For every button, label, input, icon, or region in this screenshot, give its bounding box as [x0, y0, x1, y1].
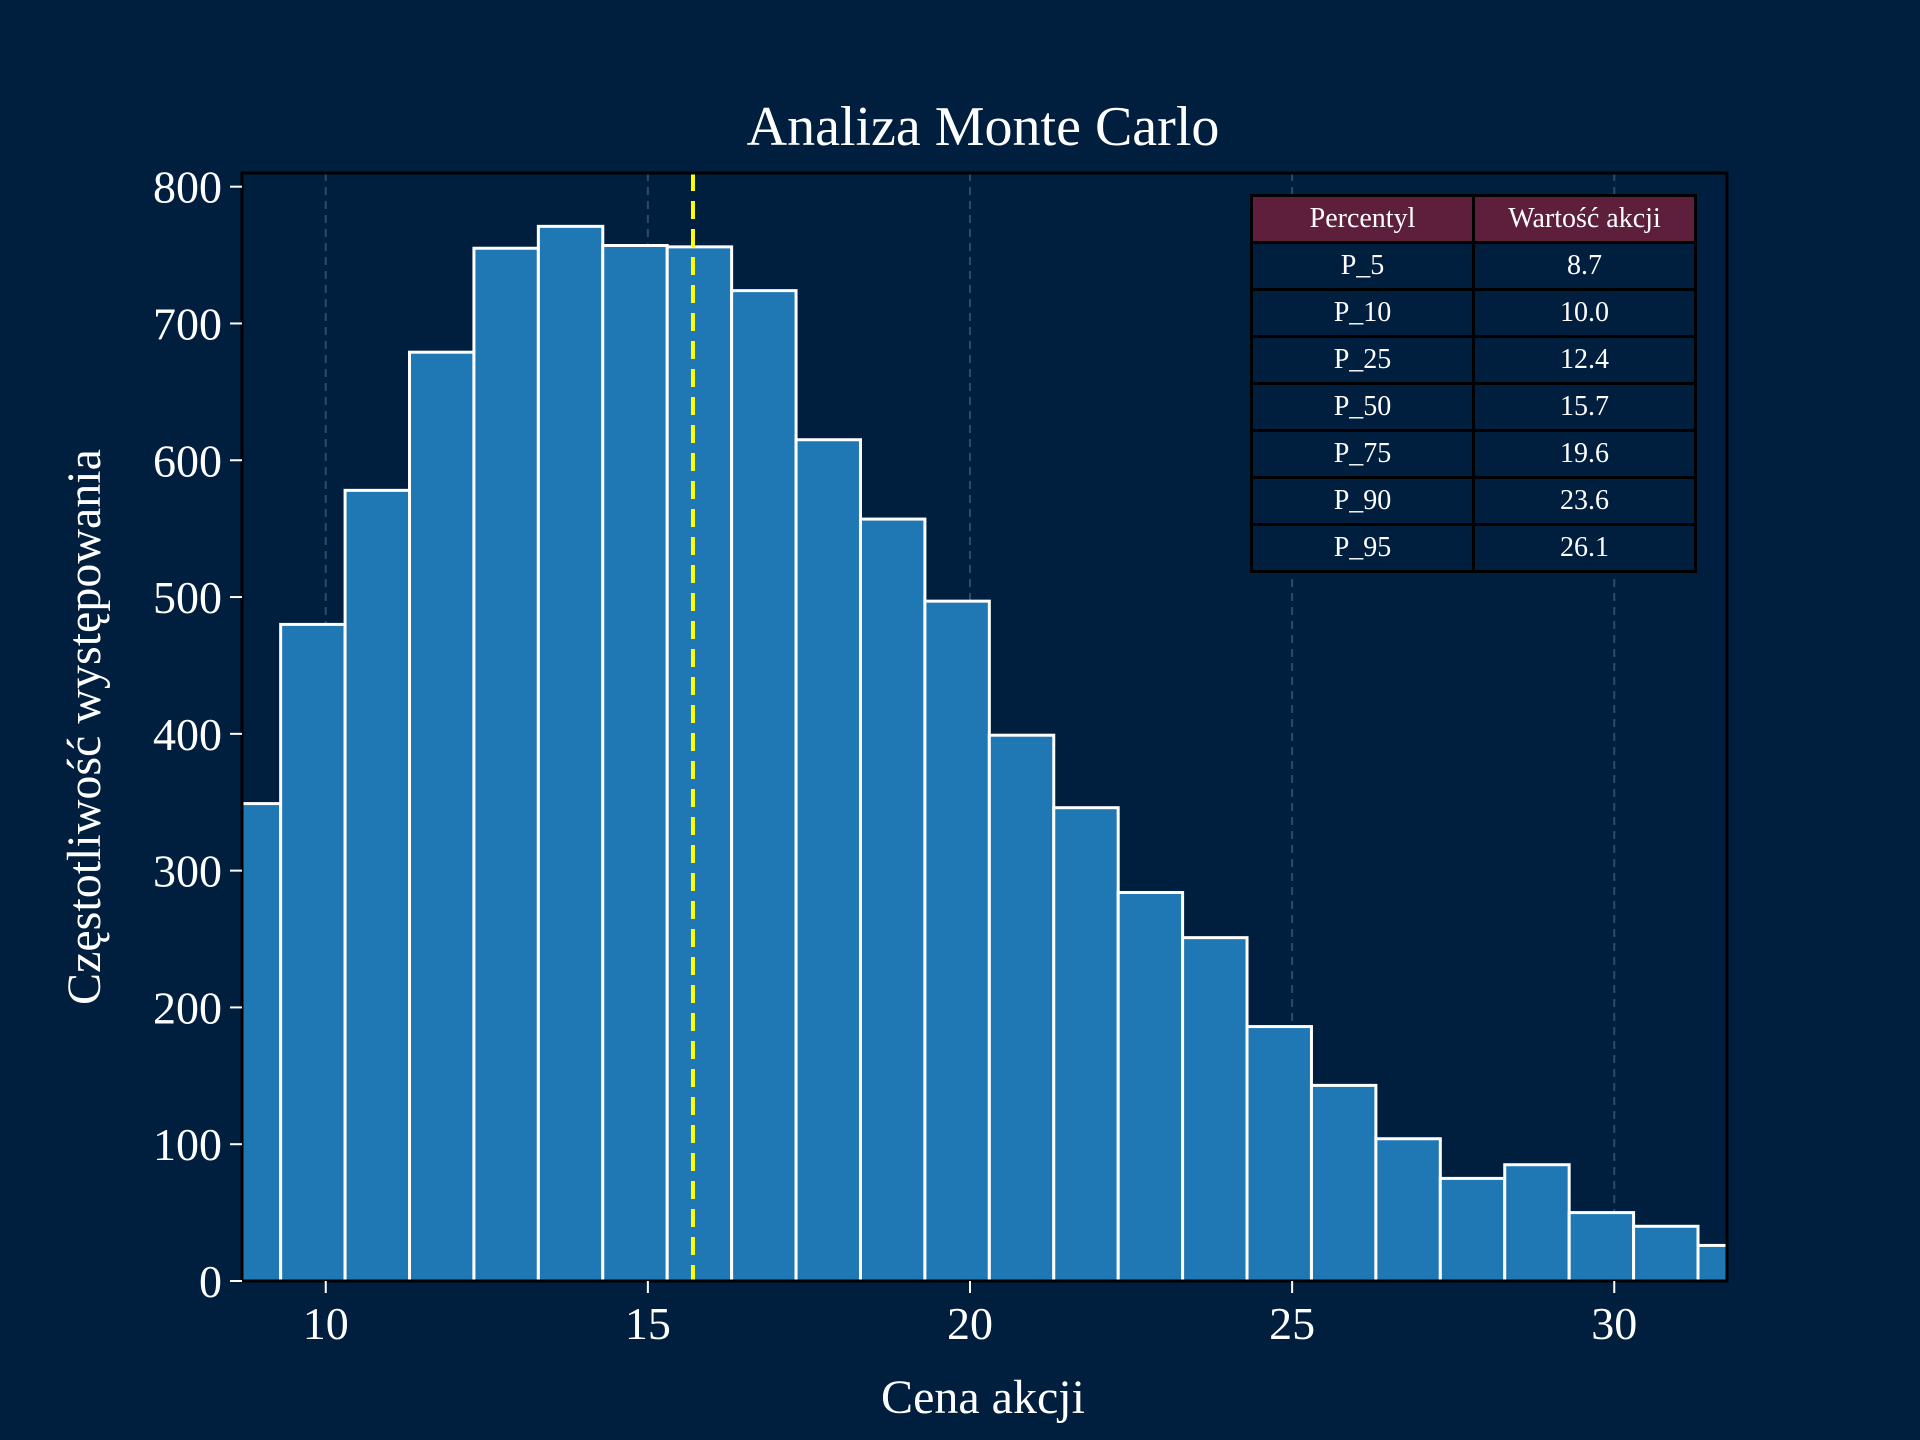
y-tick-label: 400 [153, 709, 222, 760]
x-tick-label: 30 [1591, 1298, 1637, 1349]
histogram-bar [472, 246, 540, 1281]
histogram-bar [987, 733, 1056, 1281]
histogram-bars [242, 224, 1727, 1281]
histogram-bar [1503, 1163, 1571, 1281]
histogram-bar [279, 622, 347, 1281]
histogram-bar [242, 802, 283, 1281]
percentile-value: 15.7 [1472, 382, 1697, 432]
y-tick-label: 500 [153, 572, 222, 623]
percentile-value: 10.0 [1472, 288, 1697, 338]
histogram-bar [923, 599, 991, 1281]
y-tick-label: 800 [153, 162, 222, 213]
x-tick-label: 20 [947, 1298, 993, 1349]
histogram-bar [1438, 1176, 1507, 1281]
histogram-bar [1696, 1243, 1727, 1281]
histogram-bar [601, 243, 669, 1281]
percentile-label: P_75 [1250, 429, 1475, 479]
histogram-bar [1567, 1211, 1636, 1281]
percentile-row: P_90 23.6 [1250, 476, 1697, 526]
histogram-bar [536, 224, 605, 1281]
header-percentile: Percentyl [1250, 194, 1475, 244]
histogram-bar [408, 350, 476, 1281]
percentile-value: 19.6 [1472, 429, 1697, 479]
histogram-bar [343, 488, 412, 1281]
percentile-label: P_90 [1250, 476, 1475, 526]
x-tick-label: 15 [625, 1298, 671, 1349]
percentile-label: P_50 [1250, 382, 1475, 432]
histogram-bar [794, 438, 862, 1281]
y-tick-label: 700 [153, 298, 222, 349]
x-tick-label: 25 [1269, 1298, 1315, 1349]
chart-title: Analiza Monte Carlo [747, 96, 1220, 158]
percentile-row: P_25 12.4 [1250, 335, 1697, 385]
histogram-bar [1116, 891, 1185, 1281]
percentile-row: P_10 10.0 [1250, 288, 1697, 338]
x-tick-label: 10 [303, 1298, 349, 1349]
percentile-value: 12.4 [1472, 335, 1697, 385]
plot-frame [240, 171, 1729, 1283]
y-tick-label: 200 [153, 982, 222, 1033]
header-share-value: Wartość akcji [1472, 194, 1697, 244]
histogram-bar [1309, 1083, 1378, 1281]
histogram-bar [1245, 1025, 1313, 1281]
y-tick-label: 100 [153, 1119, 222, 1170]
percentile-label: P_5 [1250, 241, 1475, 291]
y-axis-label: Częstotliwość występowania [58, 449, 111, 1005]
percentile-label: P_95 [1250, 523, 1475, 573]
percentile-row: P_75 19.6 [1250, 429, 1697, 479]
y-tick-label: 300 [153, 846, 222, 897]
percentile-table-header: Percentyl Wartość akcji [1250, 194, 1697, 244]
percentile-value: 26.1 [1472, 523, 1697, 573]
histogram-bar [1181, 936, 1249, 1281]
percentile-label: P_10 [1250, 288, 1475, 338]
percentile-row: P_50 15.7 [1250, 382, 1697, 432]
histogram-bar [1632, 1224, 1700, 1281]
percentile-table: Percentyl Wartość akcji P_5 8.7 P_10 10.0 P_… [1250, 194, 1697, 573]
histogram-bar [1052, 806, 1120, 1281]
histogram-bar [730, 289, 798, 1281]
y-tick-label: 600 [153, 435, 222, 486]
percentile-value: 8.7 [1472, 241, 1697, 291]
x-axis-ticks: 10 15 20 25 30 [303, 1281, 1637, 1349]
histogram-bar [1374, 1137, 1442, 1281]
x-axis-label: Cena akcji [881, 1371, 1085, 1424]
percentile-row: P_5 8.7 [1250, 241, 1697, 291]
percentile-row: P_95 26.1 [1250, 523, 1697, 573]
histogram-bar [858, 517, 927, 1281]
y-axis-ticks: 0 100 200 300 400 500 600 700 800 [153, 162, 242, 1307]
y-tick-label: 0 [199, 1256, 222, 1307]
percentile-label: P_25 [1250, 335, 1475, 385]
percentile-value: 23.6 [1472, 476, 1697, 526]
histogram-bar [665, 245, 734, 1281]
